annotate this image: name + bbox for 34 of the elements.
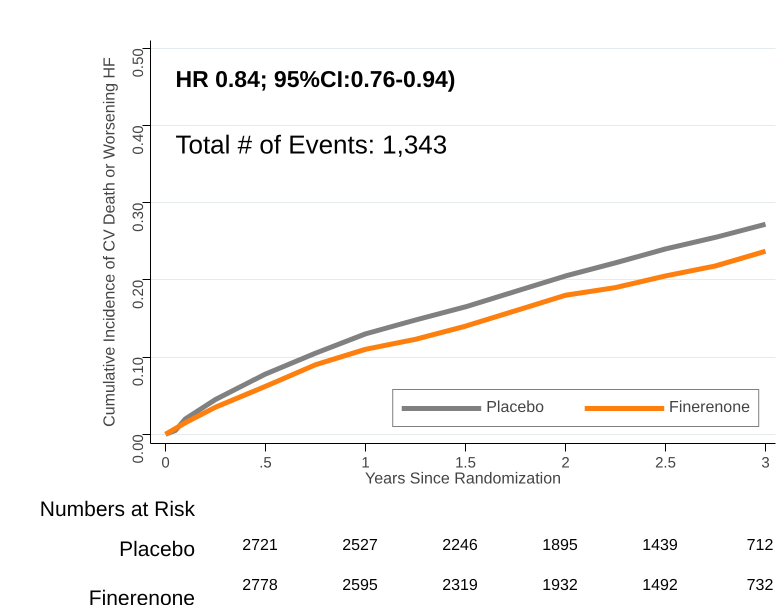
legend-label: Finerenone — [669, 399, 750, 417]
x-axis-title: Years Since Randomization — [365, 470, 561, 488]
y-tick-label: 0.30 — [130, 202, 147, 232]
text: 1492 — [642, 576, 678, 596]
legend-label: Placebo — [486, 399, 544, 417]
x-tick-label: 2 — [561, 454, 570, 472]
text: 1932 — [542, 576, 578, 596]
text: Finerenone — [88, 586, 195, 605]
y-tick-label: 0.40 — [130, 125, 147, 155]
text: Placebo — [119, 537, 195, 563]
text: 2721 — [242, 536, 278, 556]
text: 712 — [746, 536, 774, 556]
text: 1439 — [642, 536, 678, 556]
text: 2527 — [342, 536, 378, 556]
text: 2319 — [442, 576, 478, 596]
text: 2595 — [342, 576, 378, 596]
y-tick-label: 0.00 — [130, 434, 147, 464]
text: 1895 — [542, 536, 578, 556]
y-tick-label: 0.50 — [130, 48, 147, 78]
annotation: Total # of Events: 1,343 — [176, 130, 448, 160]
annotation: HR 0.84; 95%CI:0.76-0.94) — [176, 66, 456, 92]
x-tick-label: 3 — [761, 454, 770, 472]
x-tick-label: 2.5 — [655, 454, 676, 472]
y-axis-title: Cumulative Incidence of CV Death or Worsening HF — [102, 56, 118, 427]
y-tick-label: 0.10 — [130, 357, 147, 386]
text: Numbers at Risk — [40, 497, 195, 523]
x-tick-label: 1.5 — [455, 454, 476, 472]
x-tick-label: 0 — [161, 454, 170, 472]
text: 732 — [746, 576, 774, 596]
text: 2246 — [442, 536, 478, 556]
x-tick-label: 1 — [361, 454, 370, 472]
x-tick-label: .5 — [259, 454, 272, 472]
y-tick-label: 0.20 — [130, 280, 147, 310]
text: 2778 — [242, 576, 278, 596]
